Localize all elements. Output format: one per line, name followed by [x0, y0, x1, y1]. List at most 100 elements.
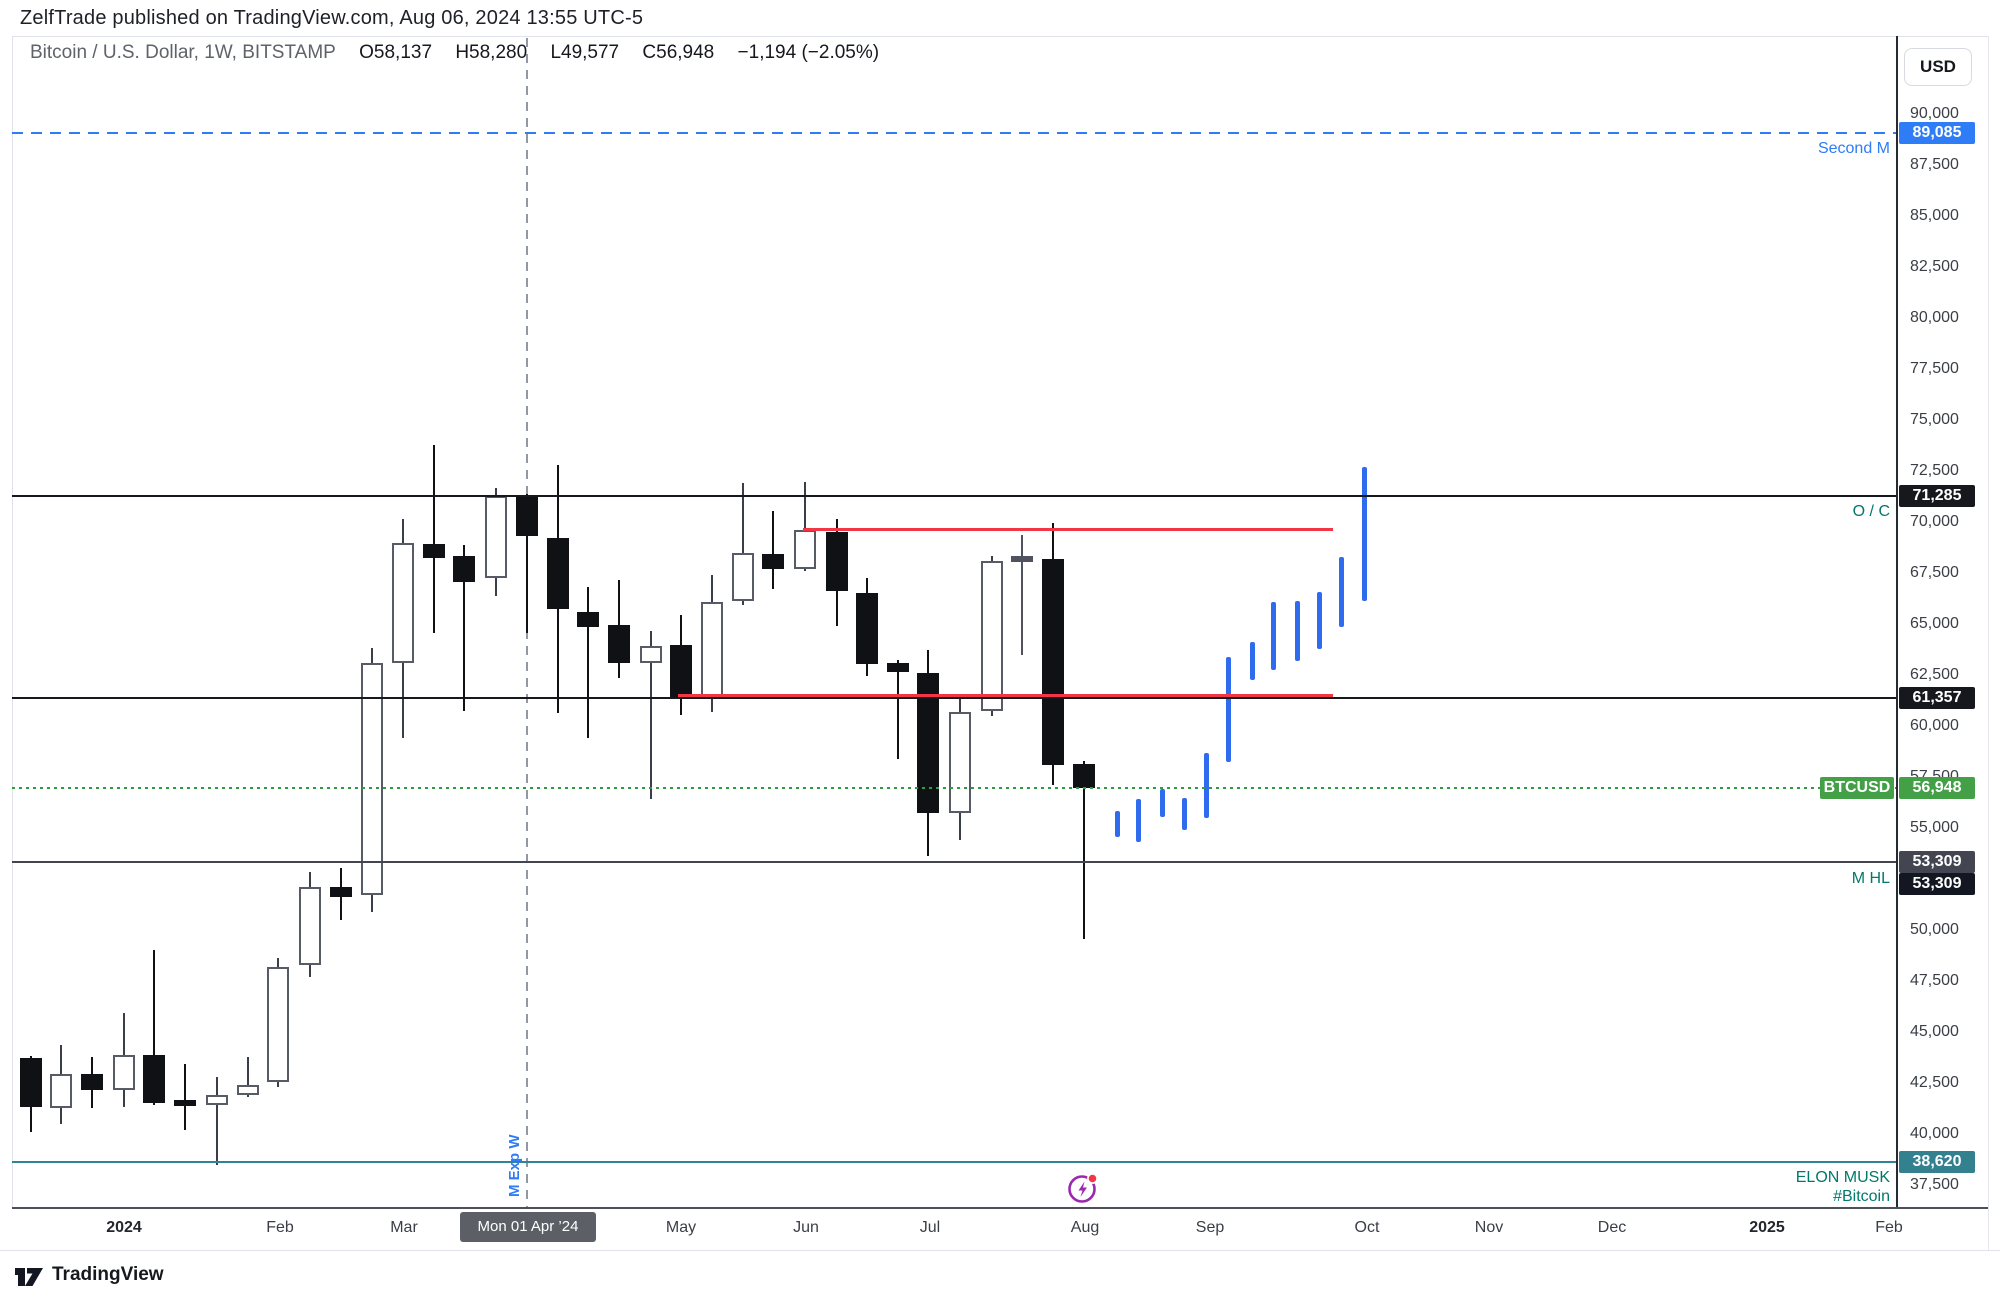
time-tick-label: Dec — [1597, 1219, 1627, 1236]
time-tick-label: Oct — [1354, 1219, 1380, 1236]
price-tick-label: 67,500 — [1910, 564, 1959, 581]
time-tick-label: 2024 — [106, 1219, 142, 1236]
price-axis-line — [1896, 36, 1898, 1207]
price-label-box: 61,357 — [1899, 687, 1975, 709]
candle — [1011, 556, 1033, 562]
side-annotation: ELON MUSK — [1795, 1169, 1890, 1186]
price-label-box: 53,309 — [1899, 851, 1975, 873]
price-tick-label: 85,000 — [1910, 207, 1959, 224]
candle-wick — [247, 1057, 249, 1097]
candle — [981, 561, 1003, 711]
elon-musk-line — [12, 1161, 1897, 1163]
axis-bottom-divider — [0, 1250, 2000, 1251]
chart-panel-border-top — [12, 36, 1988, 37]
side-annotation: #Bitcoin — [1833, 1188, 1890, 1205]
candle-wick — [650, 631, 652, 799]
legend-symbol-text: Bitcoin / U.S. Dollar, 1W, BITSTAMP — [30, 42, 336, 63]
price-label-box: 89,085 — [1899, 122, 1975, 144]
candle-wick — [1083, 761, 1085, 939]
price-tick-label: 45,000 — [1910, 1023, 1959, 1040]
candle — [361, 663, 383, 895]
price-tick-label: 50,000 — [1910, 921, 1959, 938]
candle — [237, 1085, 259, 1095]
price-tick-label: 55,000 — [1910, 819, 1959, 836]
legend-open-value: O58,137 — [359, 42, 433, 63]
candle — [516, 496, 538, 536]
projected-bar — [1250, 642, 1255, 680]
price-tick-label: 37,500 — [1910, 1176, 1959, 1193]
price-tick-label: 77,500 — [1910, 360, 1959, 377]
candle-wick — [463, 545, 465, 711]
price-tick-label: 80,000 — [1910, 309, 1959, 326]
projected-bar — [1160, 789, 1165, 817]
vline-label-text: M Exp W — [506, 1134, 523, 1198]
candle-wick — [1021, 535, 1023, 655]
oc-line — [12, 495, 1897, 497]
price-tick-label: 72,500 — [1910, 462, 1959, 479]
price-label-box: 71,285 — [1899, 485, 1975, 507]
price-tick-label: 65,000 — [1910, 615, 1959, 632]
candle — [299, 887, 321, 965]
side-annotation: Second M — [1817, 140, 1890, 157]
second-m-line — [12, 132, 1897, 134]
projected-bar — [1295, 601, 1300, 661]
projected-bar — [1362, 467, 1367, 601]
time-tick-label: Feb — [1875, 1219, 1903, 1236]
candle — [949, 712, 971, 813]
candle-wick — [742, 483, 744, 605]
price-tick-label: 40,000 — [1910, 1125, 1959, 1142]
red-support — [678, 694, 1333, 697]
candle — [640, 646, 662, 663]
candle — [20, 1058, 42, 1107]
side-annotation: O / C — [1852, 503, 1890, 520]
candle — [826, 532, 848, 591]
currency-usd-button[interactable]: USD — [1904, 48, 1972, 86]
symbol-price-tag: BTCUSD — [1820, 777, 1894, 799]
candle-wick — [772, 511, 774, 589]
price-tick-label: 90,000 — [1910, 105, 1959, 122]
mid-line — [12, 697, 1897, 699]
legend-low-value: L49,577 — [550, 42, 620, 63]
price-tick-label: 60,000 — [1910, 717, 1959, 734]
event-marker[interactable] — [1066, 1171, 1100, 1205]
m-hl-line — [12, 861, 1897, 863]
side-annotation: M HL — [1851, 870, 1890, 887]
projected-bar — [1317, 592, 1322, 649]
candle — [330, 887, 352, 897]
candle — [1042, 559, 1064, 765]
projected-bar — [1115, 811, 1120, 837]
candle — [113, 1055, 135, 1090]
candle — [608, 625, 630, 663]
candle-wick — [433, 445, 435, 633]
red-resistance — [803, 528, 1333, 531]
candle-wick — [804, 482, 806, 571]
time-tick-label: Mar — [390, 1219, 418, 1236]
candle — [732, 553, 754, 601]
candle — [762, 554, 784, 569]
time-tick-label: Jul — [919, 1219, 941, 1236]
candle-wick — [153, 950, 155, 1105]
footer-brand[interactable]: TradingView — [15, 1264, 164, 1286]
published-byline: ZelfTrade published on TradingView.com, … — [20, 7, 644, 29]
time-tick-label: 2025 — [1749, 1219, 1785, 1236]
candle — [917, 673, 939, 813]
price-tick-label: 82,500 — [1910, 258, 1959, 275]
price-label-box: 56,948 — [1899, 777, 1975, 799]
candle — [174, 1100, 196, 1106]
vline-label: M Exp W — [506, 1133, 523, 1205]
time-tick-label: Feb — [266, 1219, 294, 1236]
candle — [453, 556, 475, 582]
legend-close-value: C56,948 — [642, 42, 715, 63]
projected-bar — [1182, 798, 1187, 830]
time-axis-line — [12, 1207, 1988, 1209]
candle — [794, 530, 816, 569]
projected-bar — [1226, 657, 1231, 762]
price-label-box: 53,309 — [1899, 873, 1975, 895]
footer-brand-text: TradingView — [52, 1264, 164, 1285]
tradingview-logo-icon — [15, 1268, 43, 1286]
time-tick-label: Aug — [1070, 1219, 1100, 1236]
symbol-legend[interactable]: Bitcoin / U.S. Dollar, 1W, BITSTAMP O58,… — [30, 42, 897, 64]
